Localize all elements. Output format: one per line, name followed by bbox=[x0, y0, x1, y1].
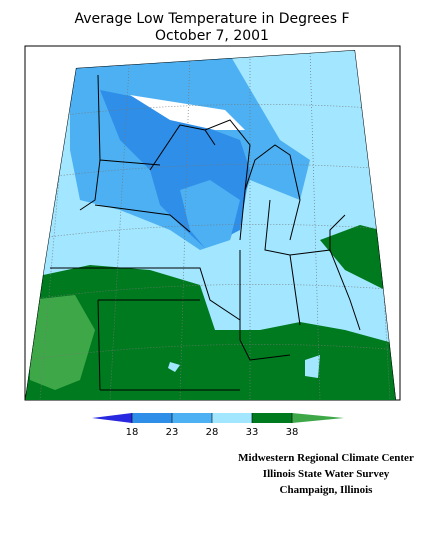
legend-swatch bbox=[132, 413, 172, 423]
legend-tick-label: 38 bbox=[286, 427, 299, 438]
map bbox=[24, 45, 401, 401]
title: Average Low Temperature in Degrees F bbox=[74, 11, 349, 27]
legend-swatch bbox=[252, 413, 292, 423]
legend-swatch bbox=[292, 413, 344, 423]
legend-swatch bbox=[92, 413, 132, 423]
legend-swatch bbox=[212, 413, 252, 423]
credit: Midwestern Regional Climate Center bbox=[238, 452, 414, 464]
legend-tick-label: 18 bbox=[126, 427, 139, 438]
date: October 7, 2001 bbox=[155, 28, 269, 44]
credit: Champaign, Illinois bbox=[280, 484, 374, 496]
legend-tick-label: 33 bbox=[246, 427, 259, 438]
legend-tick-label: 23 bbox=[166, 427, 179, 438]
legend-swatch bbox=[172, 413, 212, 423]
legend: 18 23 28 33 38 bbox=[92, 413, 344, 438]
credit: Illinois State Water Survey bbox=[263, 468, 390, 480]
legend-tick-label: 28 bbox=[206, 427, 219, 438]
